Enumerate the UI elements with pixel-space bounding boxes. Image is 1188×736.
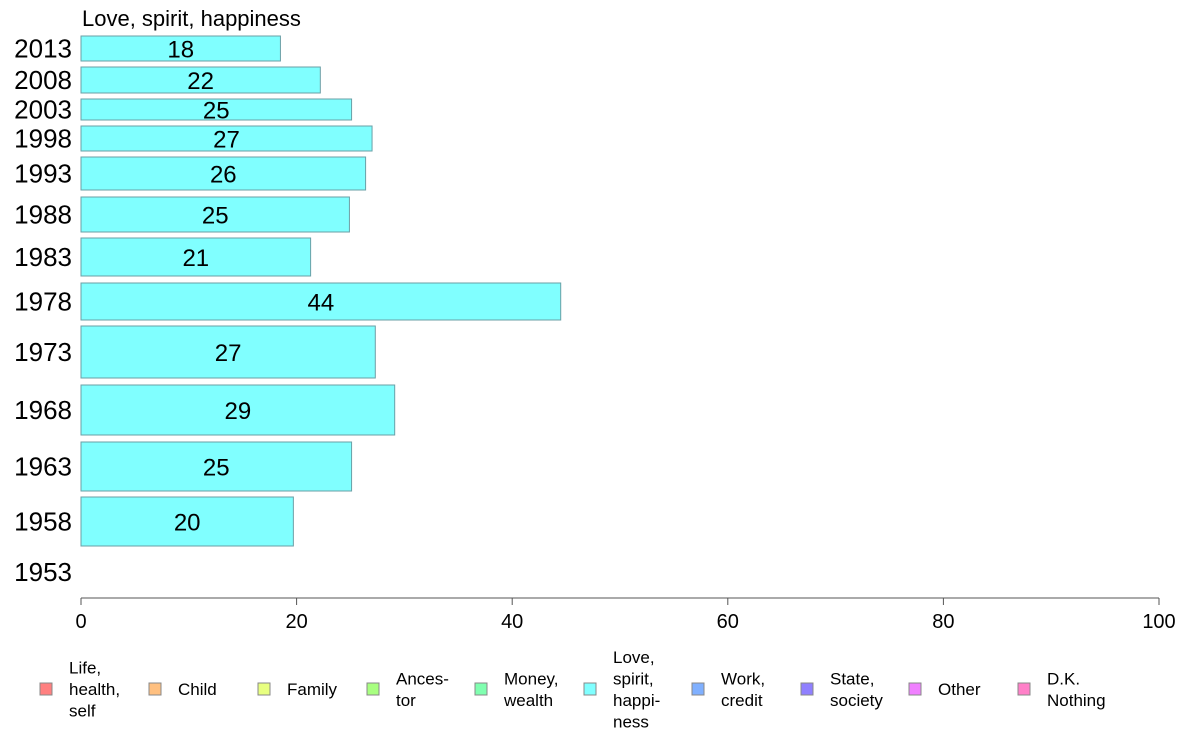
bar-value-label: 26 bbox=[210, 162, 237, 189]
year-label: 1983 bbox=[14, 242, 72, 272]
legend-swatch bbox=[908, 682, 922, 696]
bar-value-label: 22 bbox=[187, 68, 214, 95]
bar bbox=[80, 441, 353, 492]
bar bbox=[80, 156, 367, 191]
legend-label: self bbox=[69, 702, 96, 721]
legend-label: Life, bbox=[69, 659, 101, 678]
bar-value-label: 20 bbox=[174, 510, 201, 537]
year-label: 1958 bbox=[14, 507, 72, 537]
x-tick-label: 80 bbox=[932, 611, 954, 633]
legend-swatch bbox=[366, 682, 380, 696]
bar bbox=[80, 98, 353, 121]
chart-title: Love, spirit, happiness bbox=[82, 6, 301, 31]
bar-group: 2013 18 2008 22 2003 25 1998 27 1993 26 1988 25 1983… bbox=[14, 34, 562, 587]
legend-label: ness bbox=[613, 712, 649, 731]
legend-label: tor bbox=[396, 691, 416, 710]
bar bbox=[80, 125, 373, 152]
legend-label: D.K. bbox=[1047, 669, 1080, 688]
legend-label: spirit, bbox=[613, 669, 654, 688]
year-label: 1988 bbox=[14, 200, 72, 230]
legend-label: Family bbox=[287, 680, 338, 699]
bar-value-label: 29 bbox=[224, 398, 251, 425]
year-label: 2003 bbox=[14, 95, 72, 125]
bar bbox=[80, 35, 281, 62]
legend-label: happi- bbox=[613, 691, 660, 710]
year-label: 1963 bbox=[14, 452, 72, 482]
bar-value-label: 21 bbox=[182, 245, 209, 272]
legend-swatch bbox=[474, 682, 488, 696]
bar bbox=[80, 196, 350, 233]
year-label: 2008 bbox=[14, 65, 72, 95]
legend-label: society bbox=[830, 691, 883, 710]
legend-label: wealth bbox=[503, 691, 553, 710]
legend: Life, health, self Child Family Ances-tor Mone… bbox=[39, 648, 1106, 731]
x-tick-label: 100 bbox=[1142, 611, 1175, 633]
legend-swatch bbox=[148, 682, 162, 696]
legend-swatch bbox=[39, 682, 53, 696]
legend-label: health, bbox=[69, 680, 120, 699]
x-axis: 0 20 40 60 80 100 bbox=[75, 597, 1176, 633]
bar-value-label: 25 bbox=[202, 203, 229, 230]
bar bbox=[80, 237, 312, 277]
bar bbox=[80, 282, 562, 321]
legend-label: Nothing bbox=[1047, 691, 1106, 710]
year-label: 1973 bbox=[14, 337, 72, 367]
bar bbox=[80, 325, 376, 379]
year-label: 1953 bbox=[14, 557, 72, 587]
year-label: 1968 bbox=[14, 395, 72, 425]
legend-swatch bbox=[691, 682, 705, 696]
bar-value-label: 25 bbox=[203, 455, 230, 482]
year-label: 1978 bbox=[14, 287, 72, 317]
bar-value-label: 18 bbox=[167, 37, 194, 64]
x-tick-label: 60 bbox=[717, 611, 739, 633]
year-label: 2013 bbox=[14, 34, 72, 64]
x-tick-label: 40 bbox=[501, 611, 523, 633]
bar-value-label: 44 bbox=[308, 290, 335, 317]
bar-value-label: 25 bbox=[203, 98, 230, 125]
legend-label: State, bbox=[830, 669, 874, 688]
legend-label: Money, bbox=[504, 669, 559, 688]
legend-label: Ances- bbox=[396, 669, 449, 688]
legend-label: Work, bbox=[721, 669, 765, 688]
legend-swatch bbox=[1017, 682, 1031, 696]
bar-value-label: 27 bbox=[213, 127, 240, 154]
legend-label: credit bbox=[721, 691, 763, 710]
legend-swatch bbox=[583, 682, 597, 696]
year-label: 1998 bbox=[14, 124, 72, 154]
legend-swatch bbox=[800, 682, 814, 696]
legend-label: Other bbox=[938, 680, 981, 699]
bar bbox=[80, 384, 396, 436]
x-tick-label: 0 bbox=[75, 611, 86, 633]
x-tick-label: 20 bbox=[285, 611, 307, 633]
bar-value-label: 27 bbox=[215, 340, 242, 367]
legend-label: Love, bbox=[613, 648, 655, 667]
legend-label: Child bbox=[178, 680, 217, 699]
bar bbox=[80, 496, 294, 547]
legend-swatch bbox=[257, 682, 271, 696]
year-label: 1993 bbox=[14, 159, 72, 189]
bar bbox=[80, 66, 321, 94]
